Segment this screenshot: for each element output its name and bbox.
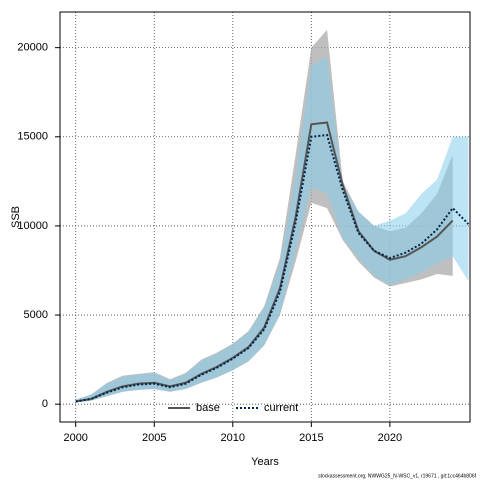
x-axis-label: Years	[251, 456, 279, 468]
y-tick-label: 15000	[17, 131, 48, 143]
legend-label: current	[264, 402, 298, 414]
x-tick-label: 2000	[63, 432, 87, 444]
footer: stockassessment.org, NWWG25_N-WSC_v1, r1…	[318, 473, 476, 479]
y-tick-label: 5000	[24, 309, 48, 321]
confidence-band	[75, 56, 469, 403]
y-tick-label: 0	[42, 398, 48, 410]
confidence-band	[75, 29, 453, 403]
y-axis-label: SSB	[10, 206, 22, 228]
legend-label: base	[196, 402, 220, 414]
y-tick-label: 20000	[17, 42, 48, 54]
x-tick-label: 2010	[221, 432, 245, 444]
y-tick-label: 10000	[17, 220, 48, 232]
x-tick-label: 2015	[299, 432, 323, 444]
x-tick-label: 2005	[142, 432, 166, 444]
plot-frame	[59, 11, 471, 423]
x-tick-label: 2020	[378, 432, 402, 444]
